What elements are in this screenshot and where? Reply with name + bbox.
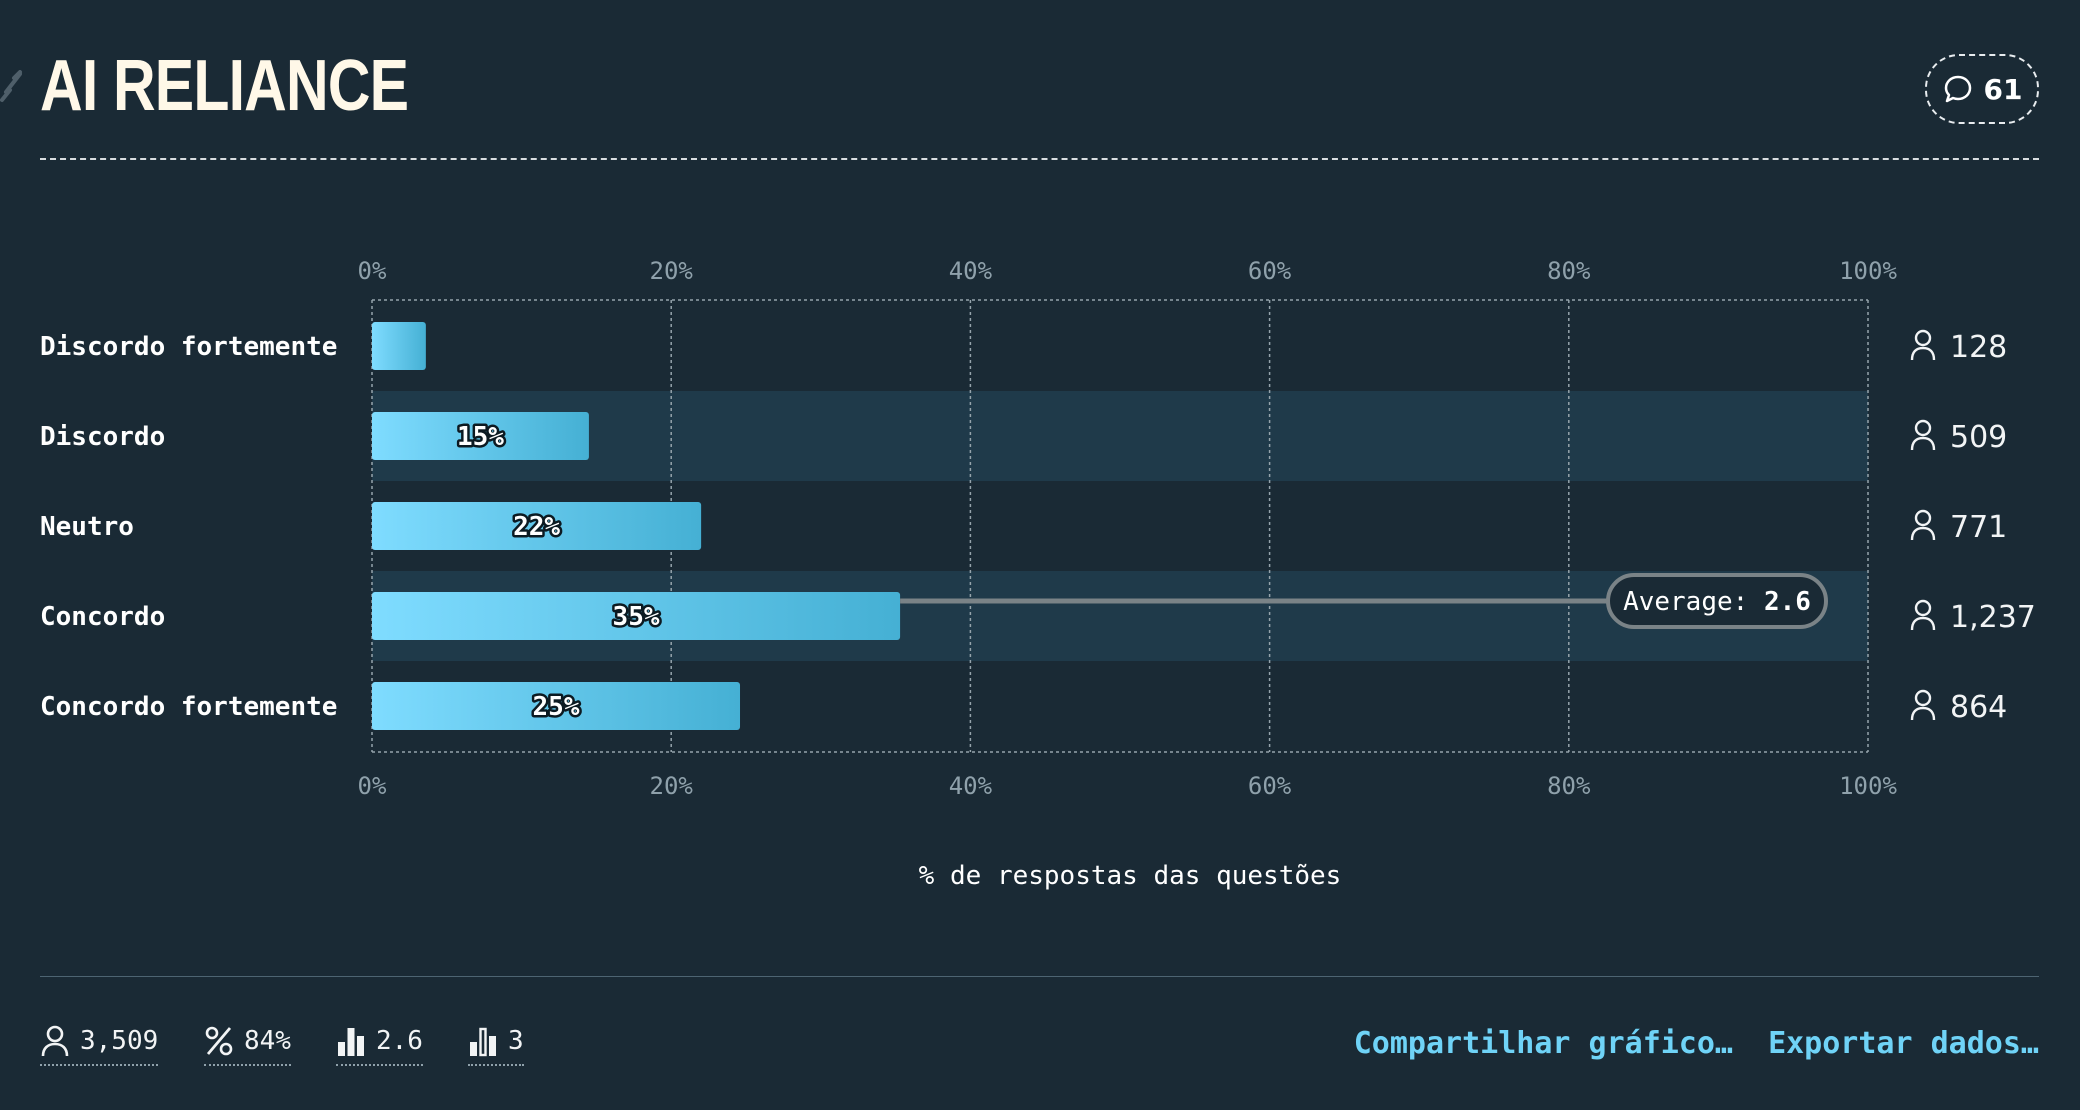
x-tick-label-bottom: 0% [358,772,387,800]
x-tick-label-bottom: 20% [650,772,694,800]
category-label: Concordo [40,602,165,632]
x-tick-label-top: 0% [358,257,387,285]
percent-icon [204,1024,234,1058]
respondent-count: 771 [1912,510,2007,545]
bar-value-label: 25% [533,692,580,722]
respondent-count: 128 [1912,330,2007,365]
percent-stat[interactable]: 84% [204,1024,291,1066]
person-icon-body [1912,438,1934,450]
respondents-value: 3,509 [80,1026,158,1056]
bar-value-label: 15% [457,422,504,452]
respondents-stat[interactable]: 3,509 [40,1024,158,1066]
category-label: Concordo fortemente [40,692,337,722]
person-icon [1916,331,1930,345]
person-icon [1916,691,1930,705]
x-tick-label-bottom: 80% [1547,772,1591,800]
average-value: 2.6 [376,1026,423,1056]
respondent-count: 1,237 [1912,600,2036,635]
respondent-count: 864 [1912,690,2007,725]
median-value: 3 [508,1026,524,1056]
x-tick-label-bottom: 60% [1248,772,1292,800]
bar-value-label: 22% [513,512,560,542]
x-tick-label-top: 40% [949,257,993,285]
export-data-link[interactable]: Exportar dados… [1768,1026,2039,1061]
respondent-count: 509 [1912,420,2007,455]
category-label: Discordo fortemente [40,332,337,362]
x-tick-label-top: 80% [1547,257,1591,285]
average-label: Average: 2.6 [1623,587,1811,617]
person-icon [1916,601,1930,615]
bar-chart-outline-icon [468,1024,498,1058]
respondent-count-value: 128 [1950,330,2007,365]
x-tick-label-bottom: 40% [949,772,993,800]
respondent-count-value: 771 [1950,510,2007,545]
chart-footer: 3,509 84% 2.6 3 Compartilhar gráfico… Ex… [40,1018,2039,1088]
person-icon-body [1912,708,1934,720]
category-label: Discordo [40,422,165,452]
person-icon [1916,421,1930,435]
footer-divider [40,976,2039,977]
median-stat[interactable]: 3 [468,1024,524,1066]
percent-value: 84% [244,1026,291,1056]
bar-value-label: 35% [613,602,660,632]
person-icon-body [1912,618,1934,630]
person-icon [40,1024,70,1058]
bar [372,322,426,370]
average-stat[interactable]: 2.6 [336,1024,423,1066]
x-tick-label-top: 60% [1248,257,1292,285]
x-tick-label-bottom: 100% [1839,772,1897,800]
x-axis-label: % de respostas das questões [919,861,1342,891]
respondent-count-value: 864 [1950,690,2007,725]
bar-chart: 0% 20% 40% 60% 80% 100% 0% 20% 40% 60% 80% 100% 15… [0,0,2080,920]
respondent-count-value: 509 [1950,420,2007,455]
person-icon-body [1912,348,1934,360]
bar-chart-icon [336,1024,366,1058]
x-tick-label-top: 100% [1839,257,1897,285]
row-band [372,391,1868,481]
category-label: Neutro [40,512,134,542]
person-icon [1916,511,1930,525]
share-chart-link[interactable]: Compartilhar gráfico… [1354,1026,1733,1061]
x-tick-label-top: 20% [650,257,694,285]
respondent-count-value: 1,237 [1950,600,2036,635]
person-icon-body [1912,528,1934,540]
